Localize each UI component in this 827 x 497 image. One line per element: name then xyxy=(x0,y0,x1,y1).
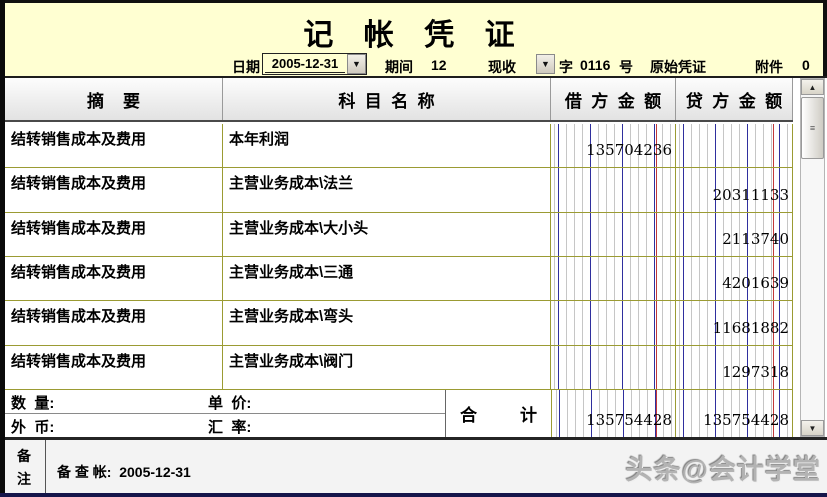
credit-cell[interactable]: 1297318 xyxy=(676,345,793,389)
scroll-down-icon[interactable]: ▼ xyxy=(801,420,824,436)
debit-amount: 135704236 xyxy=(586,141,672,160)
voucher-type-value: 现收 xyxy=(488,59,516,75)
qty-price-block: 数 量: 单 价: 外 币: 汇 率: xyxy=(5,390,446,437)
subject-cell[interactable]: 主营业务成本\弯头 xyxy=(223,301,551,345)
left-border-strip xyxy=(0,0,5,497)
credit-amount: 1297318 xyxy=(722,362,789,381)
foreign-currency-label: 外 币: xyxy=(11,419,55,436)
summary-cell[interactable]: 结转销售成本及费用 xyxy=(5,124,223,168)
credit-amount: 2113740 xyxy=(722,229,789,248)
total-credit-cell: 135754428 xyxy=(676,390,793,437)
header-divider xyxy=(5,76,827,78)
summary-cell[interactable]: 结转销售成本及费用 xyxy=(5,301,223,345)
debit-cell[interactable] xyxy=(551,168,676,212)
qty-price-row[interactable]: 数 量: 单 价: xyxy=(5,390,445,414)
hao-label: 号 xyxy=(619,59,633,75)
chevron-down-icon[interactable]: ▼ xyxy=(347,54,366,74)
scrollbar-thumb[interactable]: ≡ xyxy=(801,97,824,159)
debit-cell[interactable] xyxy=(551,212,676,256)
credit-cell[interactable]: 11681882 xyxy=(676,301,793,345)
credit-cell[interactable]: 2113740 xyxy=(676,212,793,256)
total-credit-amount: 135754428 xyxy=(703,411,789,429)
currency-rate-row[interactable]: 外 币: 汇 率: xyxy=(5,414,445,437)
subject-cell[interactable]: 主营业务成本\阀门 xyxy=(223,345,551,389)
debit-cell[interactable] xyxy=(551,301,676,345)
footer-divider xyxy=(5,437,827,440)
subject-cell[interactable]: 本年利润 xyxy=(223,124,551,168)
exchange-rate-label: 汇 率: xyxy=(208,419,252,436)
subject-cell[interactable]: 主营业务成本\法兰 xyxy=(223,168,551,212)
total-label-right: 计 xyxy=(520,406,537,425)
debit-cell[interactable]: 135704236 xyxy=(551,124,676,168)
reference-book-note: 备 查 帐: 2005-12-31 xyxy=(57,464,191,480)
unit-price-label: 单 价: xyxy=(208,395,252,412)
zi-label: 字 xyxy=(559,59,573,75)
table-row: 结转销售成本及费用 主营业务成本\弯头 11681882 xyxy=(5,301,793,346)
remark-section: 备 注 备 查 帐: 2005-12-31 头条@会计学堂 xyxy=(5,440,827,493)
table-header: 摘 要 科 目 名 称 借 方 金 额 贷 方 金 额 xyxy=(5,78,793,122)
totals-row: 数 量: 单 价: 外 币: 汇 率: 合 计 135754428 135754… xyxy=(5,390,793,437)
voucher-header-panel: 记 帐 凭 证 日期 2005-12-31 ▼ 期间 12 现收 ▼ 字 011… xyxy=(5,0,827,76)
credit-amount: 20311133 xyxy=(712,185,789,204)
summary-cell[interactable]: 结转销售成本及费用 xyxy=(5,345,223,389)
credit-amount: 11681882 xyxy=(712,318,789,337)
debit-cell[interactable] xyxy=(551,256,676,301)
total-label: 合 计 xyxy=(446,390,551,437)
page-title: 记 帐 凭 证 xyxy=(303,18,525,53)
date-value[interactable]: 2005-12-31 xyxy=(265,55,345,73)
period-label: 期间 xyxy=(385,59,413,75)
subject-cell[interactable]: 主营业务成本\大小头 xyxy=(223,212,551,256)
remark-side-label: 备 注 xyxy=(5,440,46,493)
scrollbar-track[interactable]: ≡ xyxy=(801,95,824,420)
bottom-border-strip xyxy=(0,493,827,497)
summary-cell[interactable]: 结转销售成本及费用 xyxy=(5,168,223,212)
remark-char-top: 备 xyxy=(17,448,31,464)
voucher-type-dropdown-icon[interactable]: ▼ xyxy=(536,54,555,74)
remark-char-bottom: 注 xyxy=(17,471,31,487)
credit-cell[interactable] xyxy=(676,124,793,168)
total-debit-cell: 135754428 xyxy=(551,390,676,437)
table-row: 结转销售成本及费用 本年利润 135704236 xyxy=(5,124,793,169)
column-header-subject: 科 目 名 称 xyxy=(223,78,551,120)
credit-cell[interactable]: 20311133 xyxy=(676,168,793,212)
period-value: 12 xyxy=(431,57,447,73)
voucher-number[interactable]: 0116 xyxy=(580,57,611,73)
table-row: 结转销售成本及费用 主营业务成本\大小头 2113740 xyxy=(5,212,793,257)
voucher-rows: 结转销售成本及费用 本年利润 135704236 结转销售成本及费用 主营业务成… xyxy=(5,124,793,390)
total-label-left: 合 xyxy=(460,406,477,425)
quantity-label: 数 量: xyxy=(11,395,55,412)
vertical-scrollbar[interactable]: ▲ ≡ ▼ xyxy=(800,78,825,437)
scroll-up-icon[interactable]: ▲ xyxy=(801,79,824,95)
date-combobox[interactable]: 2005-12-31 ▼ xyxy=(262,53,367,75)
original-voucher-button[interactable]: 原始凭证 xyxy=(650,59,706,75)
credit-amount: 4201639 xyxy=(722,274,789,293)
date-label: 日期 xyxy=(232,59,260,75)
attachment-count: 0 xyxy=(802,57,810,73)
table-row: 结转销售成本及费用 主营业务成本\阀门 1297318 xyxy=(5,345,793,390)
subject-cell[interactable]: 主营业务成本\三通 xyxy=(223,256,551,301)
summary-cell[interactable]: 结转销售成本及费用 xyxy=(5,256,223,301)
table-row: 结转销售成本及费用 主营业务成本\三通 4201639 xyxy=(5,256,793,302)
column-header-summary: 摘 要 xyxy=(5,78,223,120)
credit-cell[interactable]: 4201639 xyxy=(676,256,793,301)
total-debit-amount: 135754428 xyxy=(586,411,672,429)
table-row: 结转销售成本及费用 主营业务成本\法兰 20311133 xyxy=(5,168,793,213)
watermark-text: 头条@会计学堂 xyxy=(625,455,821,485)
attachment-label: 附件 xyxy=(755,59,783,75)
debit-cell[interactable] xyxy=(551,345,676,389)
summary-cell[interactable]: 结转销售成本及费用 xyxy=(5,212,223,256)
column-header-credit: 贷 方 金 额 xyxy=(676,78,793,120)
column-header-debit: 借 方 金 额 xyxy=(551,78,676,120)
